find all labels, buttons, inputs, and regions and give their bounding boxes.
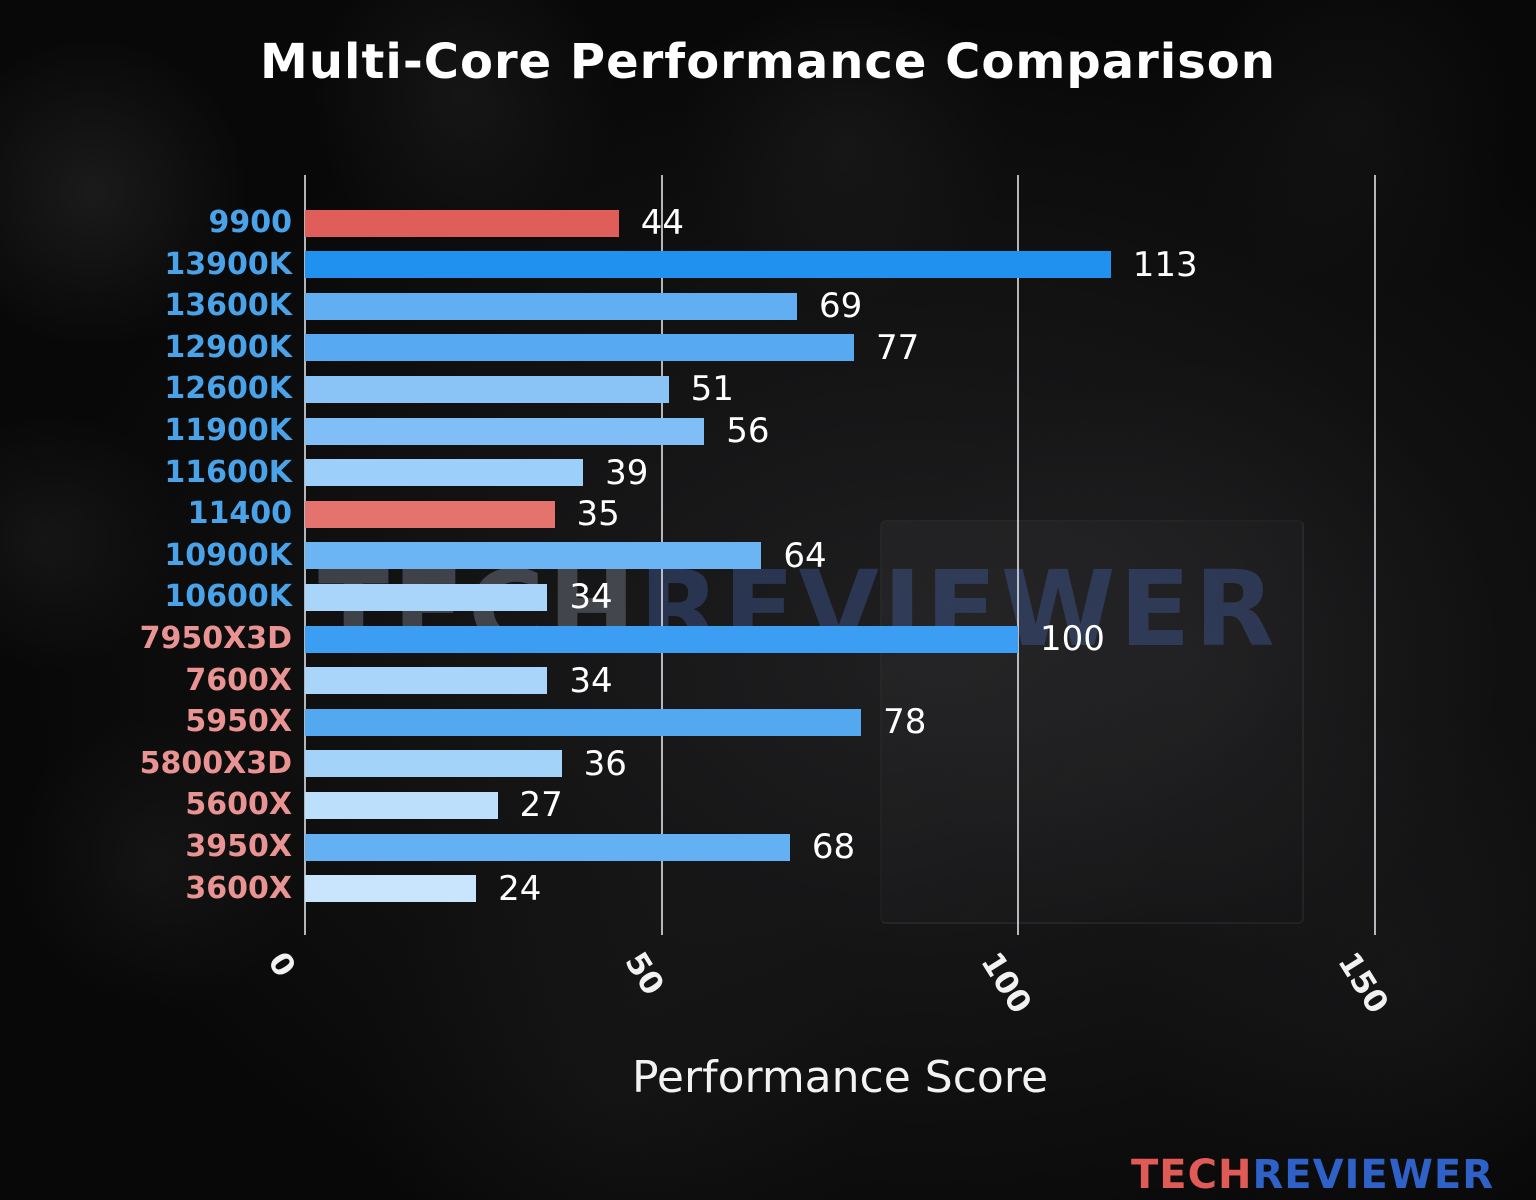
bar — [305, 583, 548, 611]
x-tick-label: 150 — [1329, 946, 1395, 1020]
bar — [305, 708, 862, 736]
category-label: 12600K — [164, 371, 292, 407]
category-label: 12900K — [164, 329, 292, 365]
value-label: 27 — [519, 785, 563, 826]
category-label: 11400 — [187, 496, 292, 532]
techreviewer-logo: TECHREVIEWER — [1131, 1152, 1494, 1198]
category-label: 3600X — [185, 870, 292, 906]
value-label: 36 — [583, 743, 627, 784]
bar — [305, 209, 619, 237]
bar — [305, 791, 498, 819]
category-label: 13600K — [164, 288, 292, 324]
bar — [305, 750, 562, 778]
bar — [305, 375, 669, 403]
value-label: 77 — [876, 327, 920, 368]
bar — [305, 833, 790, 861]
category-label: 5600X — [185, 787, 292, 823]
value-label: 39 — [605, 452, 649, 493]
value-label: 44 — [640, 203, 684, 243]
value-label: 113 — [1132, 244, 1198, 285]
value-label: 35 — [576, 494, 620, 535]
category-label: 5950X — [185, 704, 292, 740]
gridline — [1373, 175, 1376, 935]
x-tick-label: 100 — [973, 946, 1039, 1020]
bar — [305, 417, 705, 445]
x-axis-label: Performance Score — [631, 1052, 1049, 1103]
bar — [305, 542, 762, 570]
value-label: 34 — [569, 660, 613, 701]
logo-reviewer: REVIEWER — [1252, 1152, 1494, 1198]
value-label: 56 — [726, 411, 770, 451]
bar — [305, 334, 854, 362]
x-tick-label: 50 — [616, 946, 671, 1002]
value-label: 51 — [690, 369, 734, 410]
bar — [305, 625, 1018, 653]
value-label: 64 — [783, 535, 827, 576]
category-label: 10600K — [164, 579, 292, 615]
value-label: 68 — [811, 827, 856, 867]
category-label: 9900 — [208, 205, 293, 240]
bar — [305, 251, 1111, 279]
category-label: 7950X3D — [139, 621, 292, 656]
category-label: 5800X3D — [139, 745, 292, 781]
bar — [305, 459, 584, 487]
value-label: 69 — [818, 286, 863, 327]
bar — [305, 292, 797, 320]
gridline — [1017, 175, 1019, 935]
bar — [305, 500, 555, 528]
x-tick-label: 0 — [260, 946, 303, 984]
value-label: 78 — [883, 702, 927, 743]
category-label: 11900K — [164, 413, 292, 448]
logo-tech: TECH — [1131, 1152, 1253, 1198]
category-label: 11600K — [164, 454, 292, 490]
value-label: 24 — [498, 868, 542, 909]
value-label: 34 — [569, 577, 613, 618]
category-label: 13900K — [164, 246, 292, 282]
category-label: 3950X — [185, 829, 292, 864]
bar — [305, 667, 548, 695]
category-label: 7600X — [185, 662, 292, 698]
bar — [305, 875, 477, 903]
value-label: 100 — [1040, 619, 1105, 659]
cpu-socket-photo — [880, 520, 1304, 924]
category-label: 10900K — [164, 537, 292, 573]
chart-title: Multi-Core Performance Comparison — [260, 34, 1276, 90]
